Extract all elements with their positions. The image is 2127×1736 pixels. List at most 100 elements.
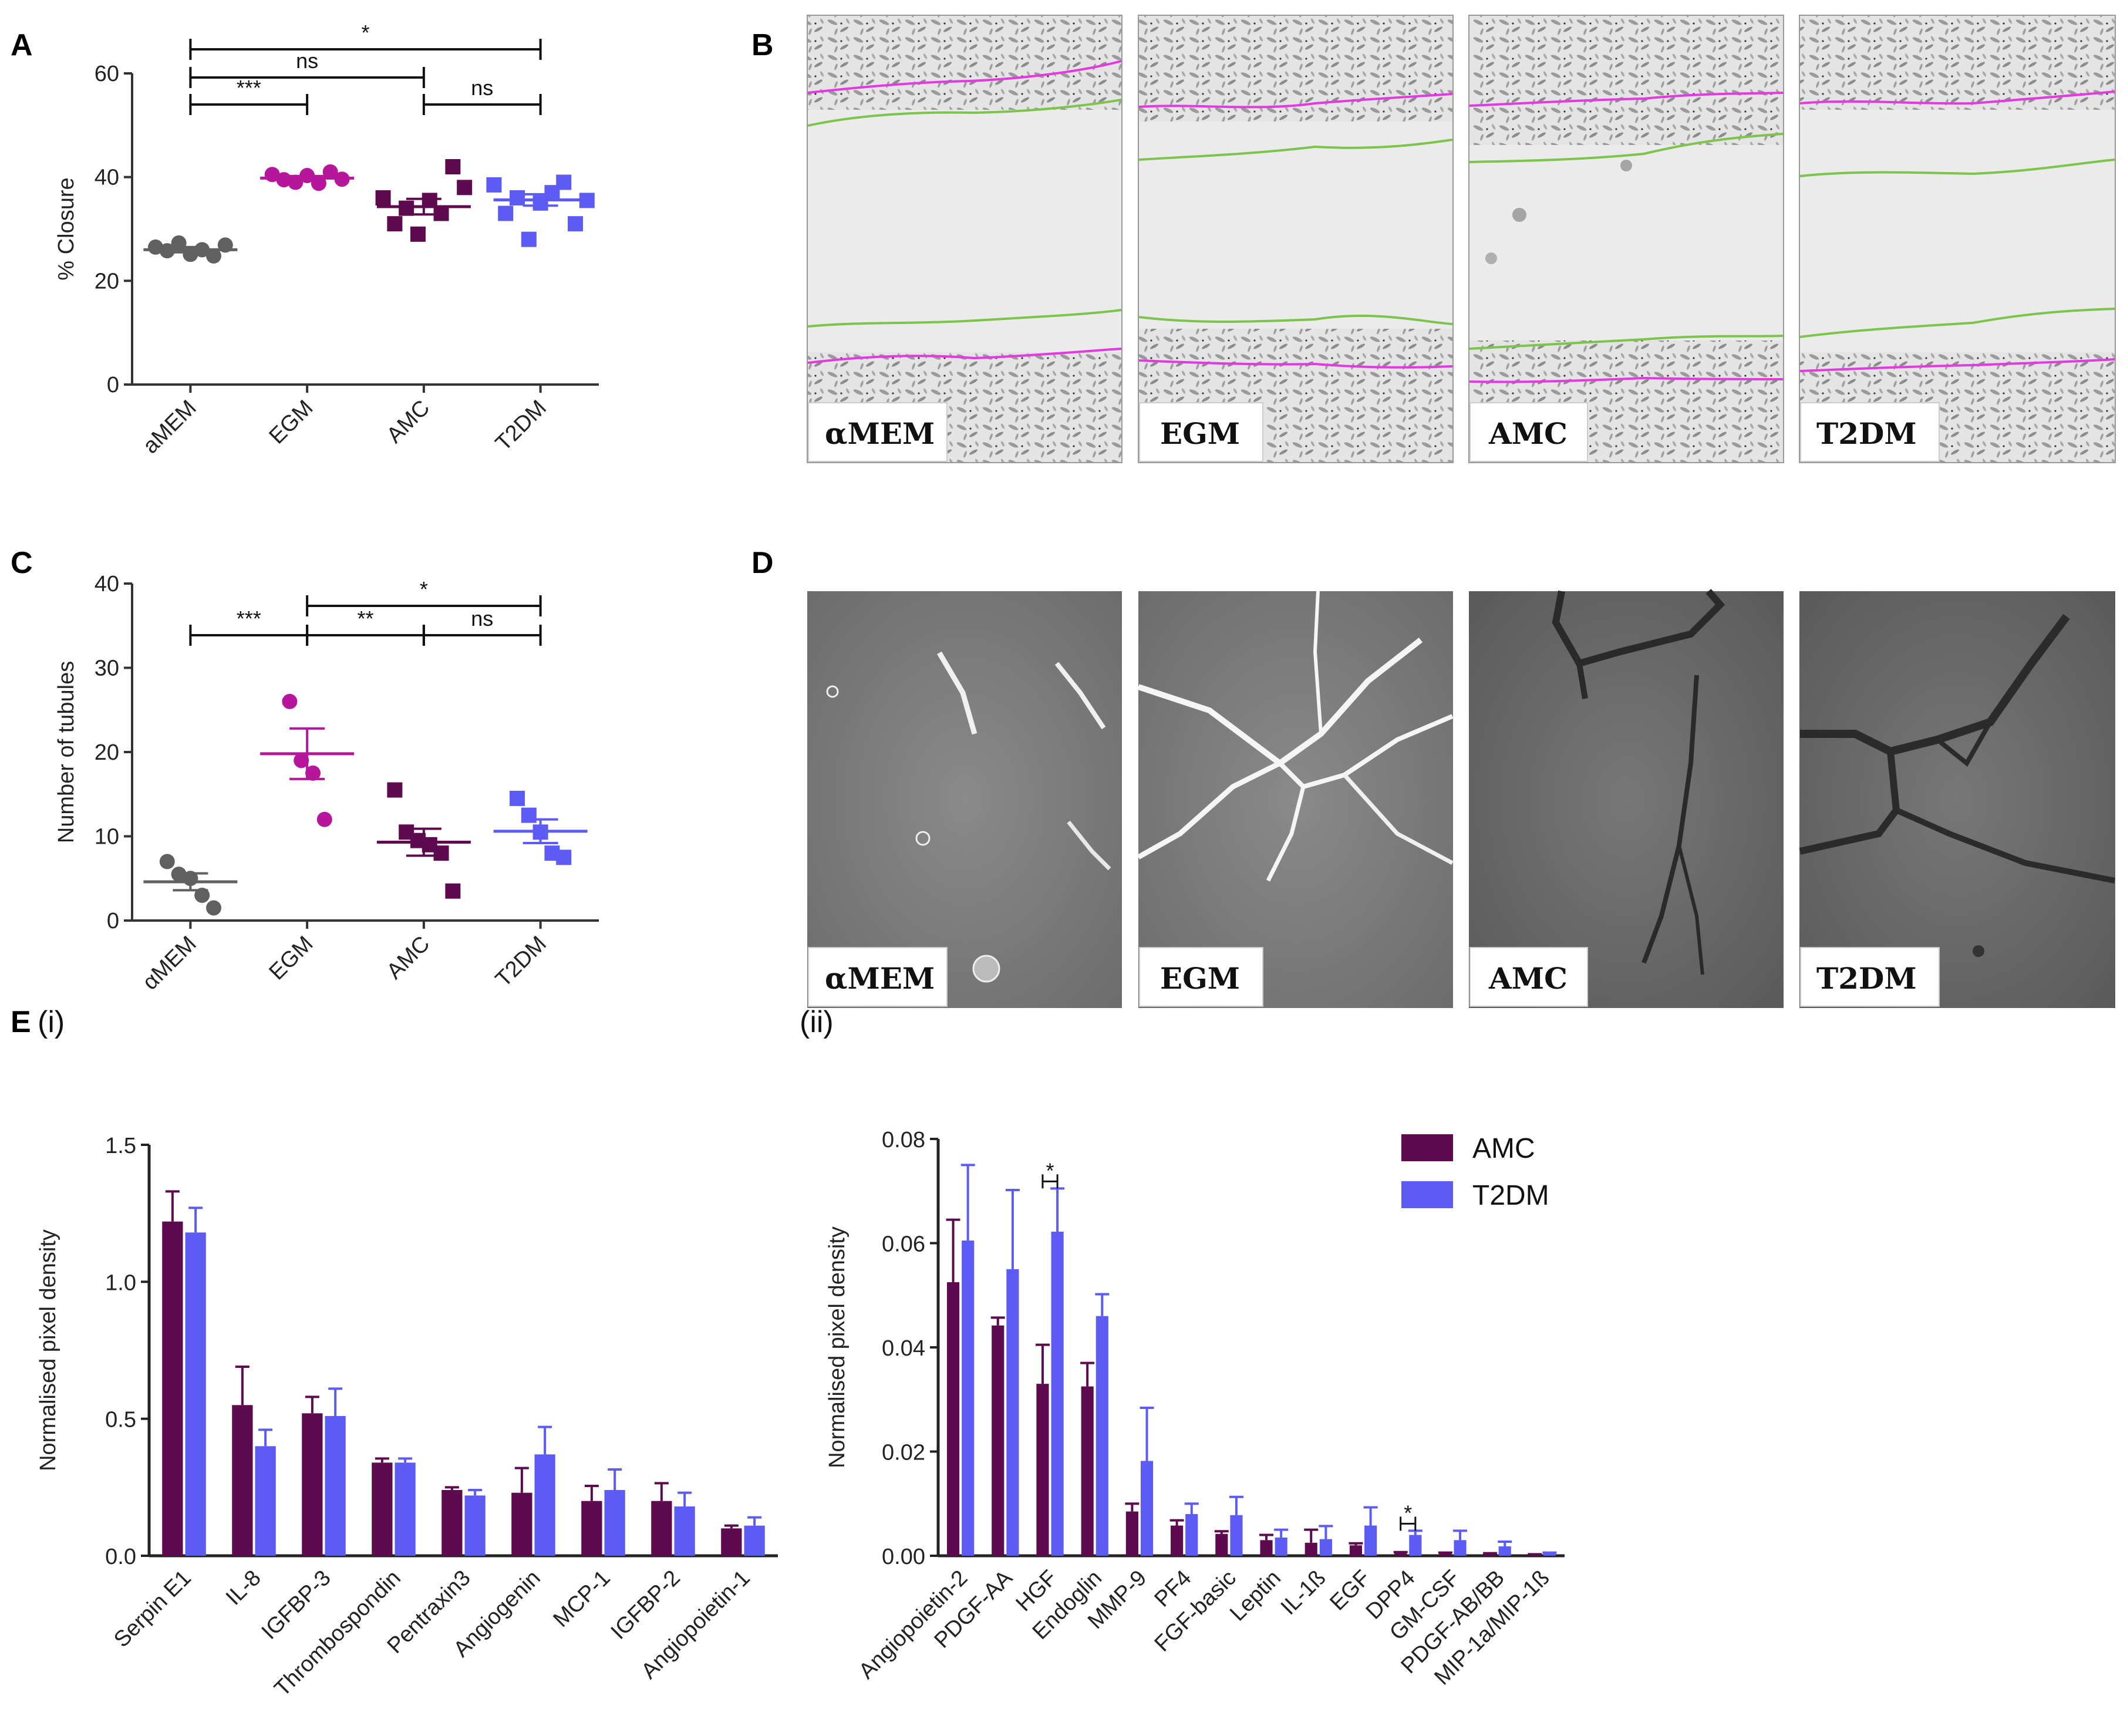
y-axis-label: Number of tubules: [54, 661, 79, 844]
bar-amc: [1394, 1553, 1407, 1556]
panel-label-a: A: [11, 28, 33, 62]
sig-label: *: [1404, 1501, 1412, 1525]
sig-label: **: [357, 606, 373, 631]
data-point: [375, 190, 391, 205]
y-tick-label: 20: [95, 269, 119, 294]
y-tick-label: 30: [95, 656, 119, 681]
sig-label: ns: [471, 606, 493, 631]
bar-amc: [232, 1405, 253, 1556]
data-point: [457, 180, 473, 195]
x-tick-label: EGM: [265, 932, 318, 985]
x-tick-label: aMEM: [138, 396, 201, 459]
bar-amc: [651, 1501, 672, 1556]
sig-label: ns: [296, 49, 318, 73]
panel-label-e-i: (i): [38, 1005, 65, 1039]
bar-amc: [1304, 1542, 1317, 1556]
data-point: [316, 811, 332, 827]
data-point: [521, 231, 537, 247]
bar-t2dm: [1319, 1539, 1332, 1556]
chart-c-tubules: 0 10 20 30 40 Number of tubules αMEM EGM AMC T2DM…: [54, 572, 599, 995]
tubule-label-amem: αMEM: [825, 961, 935, 996]
bar-t2dm: [1006, 1269, 1019, 1556]
x-tick-label: MCP-1: [549, 1566, 615, 1632]
y-tick-label: 0.00: [882, 1545, 925, 1569]
panel-label-b: B: [751, 28, 774, 62]
x-tick-label: T2DM: [491, 396, 551, 456]
legend-swatch-amc-icon: [1401, 1134, 1453, 1161]
bar-amc: [1484, 1554, 1496, 1556]
y-tick-label: 60: [95, 62, 119, 86]
bar-t2dm: [1051, 1231, 1064, 1556]
x-tick-label: Serpin E1: [109, 1566, 196, 1653]
bar-t2dm: [744, 1525, 765, 1556]
y-tick-label: 0: [107, 909, 119, 933]
tubule-label-amc: AMC: [1488, 961, 1568, 996]
panel-label-e: E: [11, 1005, 31, 1039]
panel-label-d: D: [751, 546, 774, 580]
legend-label-t2dm: T2DM: [1472, 1180, 1549, 1211]
bar-t2dm: [962, 1241, 975, 1556]
bar-t2dm: [185, 1232, 206, 1556]
bar-amc: [1439, 1553, 1452, 1556]
data-point: [305, 765, 321, 781]
data-point: [205, 900, 221, 916]
y-tick-label: 20: [95, 740, 119, 765]
bar-t2dm: [464, 1495, 486, 1556]
y-tick-label: 1.0: [105, 1270, 136, 1295]
wound-image-t2dm: T2DM: [1799, 15, 2116, 463]
wound-label-t2dm: T2DM: [1816, 416, 1917, 451]
sig-label: ns: [471, 76, 493, 100]
y-axis-label: Normalised pixel density: [825, 1226, 850, 1468]
y-tick-label: 0.0: [105, 1545, 136, 1569]
bar-amc: [162, 1221, 183, 1556]
bar-amc: [1349, 1545, 1363, 1556]
y-tick-label: 0: [107, 373, 119, 397]
y-tick-label: 0.02: [882, 1441, 925, 1465]
bar-t2dm: [1275, 1537, 1287, 1556]
bar-t2dm: [395, 1462, 416, 1556]
data-point: [510, 190, 525, 205]
chart-e-ii-density: 0.00 0.02 0.04 0.06 0.08 Normalised pixel den…: [825, 1128, 1565, 1690]
data-point: [322, 164, 338, 180]
x-tick-label: T2DM: [491, 932, 551, 992]
bar-amc: [1125, 1511, 1138, 1556]
bar-t2dm: [1140, 1461, 1154, 1556]
x-tick-label: AMC: [382, 932, 434, 984]
bar-t2dm: [1498, 1546, 1511, 1556]
bar-t2dm: [325, 1416, 346, 1556]
wound-label-egm: EGM: [1160, 416, 1240, 451]
bar-amc: [511, 1492, 532, 1556]
y-tick-label: 40: [95, 572, 119, 596]
bar-amc: [992, 1325, 1004, 1556]
wound-image-amc: AMC: [1468, 15, 1784, 463]
legend: AMC T2DM: [1401, 1133, 1549, 1211]
panel-label-e-ii: (ii): [800, 1005, 834, 1039]
data-point: [510, 790, 525, 806]
x-tick-label: IL-1ß: [1276, 1566, 1330, 1620]
data-point: [498, 205, 514, 221]
tubule-label-t2dm: T2DM: [1816, 961, 1917, 996]
bar-t2dm: [1185, 1514, 1198, 1556]
bar-t2dm: [1454, 1540, 1467, 1556]
x-tick-label: αMEM: [138, 932, 201, 995]
bar-t2dm: [1230, 1515, 1243, 1556]
chart-a-closure: 0 20 40 60 % Closure aMEM EGM AMC T2DM *** ns * ns: [54, 21, 599, 459]
y-axis-label: % Closure: [54, 177, 79, 280]
data-point: [294, 753, 309, 768]
y-tick-label: 0.04: [882, 1336, 925, 1361]
wound-label-amc: AMC: [1488, 416, 1568, 451]
bar-amc: [946, 1282, 960, 1556]
bar-amc: [1036, 1384, 1049, 1556]
tubule-image-amc: AMC: [1469, 589, 1784, 1008]
data-point: [445, 159, 461, 174]
bar-t2dm: [1095, 1316, 1108, 1556]
bar-amc: [1081, 1386, 1094, 1556]
y-tick-label: 0.08: [882, 1128, 925, 1152]
bar-amc: [1215, 1533, 1228, 1556]
tubule-label-egm: EGM: [1160, 961, 1240, 996]
bar-t2dm: [255, 1446, 276, 1556]
tubule-image-egm: EGM: [1137, 591, 1454, 1008]
x-tick-label: Thrombospondin: [270, 1566, 406, 1701]
bar-amc: [721, 1528, 742, 1556]
legend-label-amc: AMC: [1472, 1133, 1535, 1164]
